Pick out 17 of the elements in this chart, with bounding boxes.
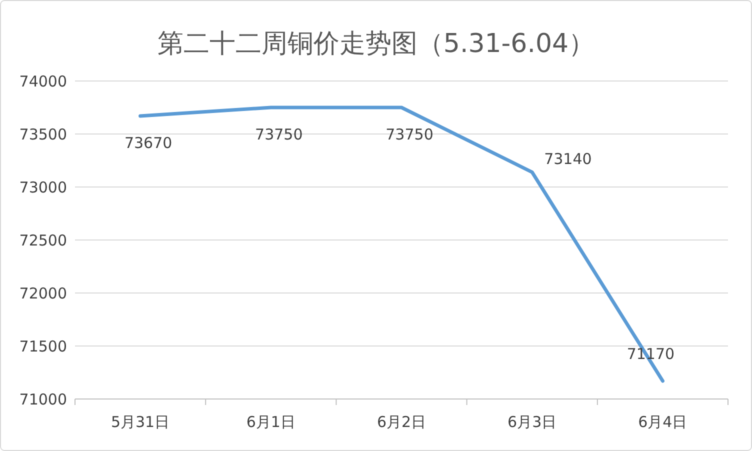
- x-tick-label: 5月31日: [110, 413, 170, 431]
- x-tick-label: 6月3日: [508, 413, 557, 431]
- y-tick-label: 74000: [19, 72, 67, 90]
- y-tick-label: 72000: [19, 284, 67, 302]
- data-label: 73670: [124, 134, 172, 152]
- x-tick-label: 6月1日: [246, 413, 296, 431]
- y-tick-label: 71500: [19, 337, 67, 356]
- data-label: 73750: [386, 126, 434, 144]
- y-tick-label: 73000: [19, 178, 67, 196]
- y-tick-label: 71000: [19, 390, 67, 408]
- data-label: 73140: [544, 150, 592, 168]
- chart-title: 第二十二周铜价走势图（5.31-6.04）: [157, 29, 595, 59]
- x-tick-label: 6月4日: [638, 413, 688, 431]
- data-label: 73750: [255, 126, 303, 144]
- y-tick-label: 72500: [19, 231, 67, 250]
- x-tick-label: 6月2日: [376, 413, 426, 431]
- y-tick-label: 73500: [19, 125, 67, 144]
